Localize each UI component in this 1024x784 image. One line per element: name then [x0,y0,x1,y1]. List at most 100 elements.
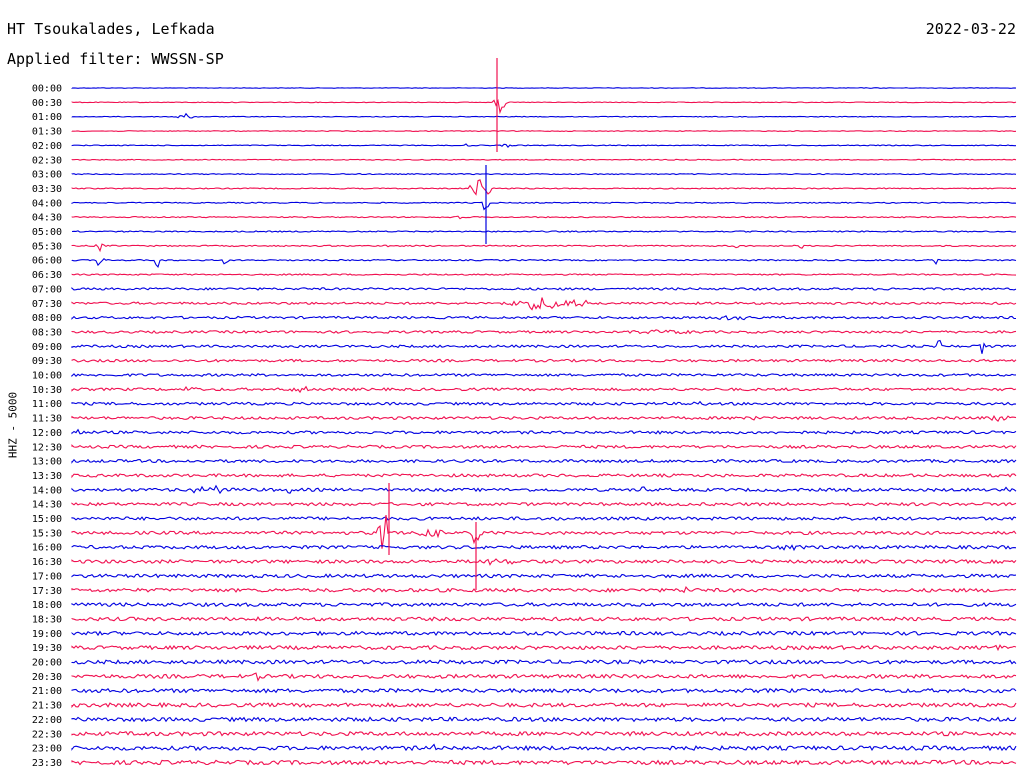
time-label: 12:30 [32,442,62,453]
trace-line [71,130,1017,132]
time-label: 00:00 [32,84,62,95]
trace-line [71,358,1017,363]
trace-line [71,743,1017,752]
trace-line [71,428,1017,435]
trace-line [71,672,1017,682]
trace-line [71,473,1017,479]
trace-line [71,558,1017,566]
time-label: 02:00 [32,141,62,152]
trace-line [71,701,1017,709]
trace-line [71,243,1017,253]
time-label: 06:00 [32,256,62,267]
time-label: 21:00 [32,686,62,697]
trace-line [71,273,1017,276]
time-label: 20:00 [32,658,62,669]
trace-line [71,544,1017,552]
time-label: 15:30 [32,528,62,539]
trace-line [71,644,1017,652]
trace-line [71,297,1017,311]
time-label: 02:30 [32,155,62,166]
trace-line [71,143,1016,148]
trace-line [71,400,1017,406]
time-label: 17:00 [32,571,62,582]
time-label: 08:00 [32,313,62,324]
trace-line [71,112,1017,119]
time-label: 12:00 [32,428,62,439]
trace-line [71,616,1017,622]
time-label: 07:00 [32,284,62,295]
trace-line [71,87,1017,89]
trace-line [71,501,1017,507]
time-label: 03:00 [32,170,62,181]
trace-line [71,179,1016,196]
time-label: 14:30 [32,500,62,511]
time-label: 19:00 [32,629,62,640]
time-label: 13:30 [32,471,62,482]
time-label: 11:30 [32,414,62,425]
time-label: 18:00 [32,600,62,611]
time-label: 03:30 [32,184,62,195]
time-label: 08:30 [32,327,62,338]
time-label: 16:00 [32,543,62,554]
time-label: 07:30 [32,299,62,310]
trace-line [71,329,1017,335]
time-label: 01:00 [32,112,62,123]
trace-line [71,98,1017,115]
filter-label: Applied filter: WWSSN-SP [7,50,224,68]
time-label: 22:00 [32,715,62,726]
trace-line [71,372,1017,378]
time-label: 05:00 [32,227,62,238]
trace-line [71,716,1017,723]
time-label: 15:00 [32,514,62,525]
trace-line [71,759,1017,766]
time-label: 13:00 [32,457,62,468]
trace-line [71,601,1017,608]
time-label: 10:00 [32,371,62,382]
trace-line [71,659,1017,665]
time-label: 16:30 [32,557,62,568]
time-label: 01:30 [32,127,62,138]
trace-line [71,444,1017,449]
trace-line [71,573,1017,579]
trace-line [71,201,1017,211]
time-label: 09:00 [32,342,62,353]
time-label: 06:30 [32,270,62,281]
trace-line [71,630,1017,637]
time-label: 04:30 [32,213,62,224]
time-label: 21:30 [32,701,62,712]
trace-line [71,315,1016,321]
time-label: 19:30 [32,643,62,654]
time-label: 05:30 [32,241,62,252]
date-label: 2022-03-22 [925,20,1016,38]
station-title: HT Tsoukalades, Lefkada [7,20,215,38]
trace-line [71,687,1017,694]
time-label: 00:30 [32,98,62,109]
trace-line [71,230,1017,233]
time-label: 23:00 [32,744,62,755]
time-label: 22:30 [32,729,62,740]
time-label: 17:30 [32,586,62,597]
time-label: 23:30 [32,758,62,769]
trace-line [71,173,1017,176]
trace-line [71,515,1017,549]
time-label: 09:30 [32,356,62,367]
trace-line [71,339,1017,354]
time-label: 18:30 [32,614,62,625]
time-label: 10:30 [32,385,62,396]
trace-line [71,414,1017,422]
trace-line [71,385,1017,394]
trace-line [71,458,1017,464]
trace-line [71,215,1017,220]
trace-line [71,484,1017,495]
time-label: 11:00 [32,399,62,410]
trace-line [71,516,1017,521]
time-label: 04:00 [32,198,62,209]
trace-line [71,257,1017,268]
trace-line [71,158,1017,161]
trace-line [71,287,1017,291]
trace-line [71,730,1017,737]
time-label: 14:00 [32,485,62,496]
time-label: 20:30 [32,672,62,683]
